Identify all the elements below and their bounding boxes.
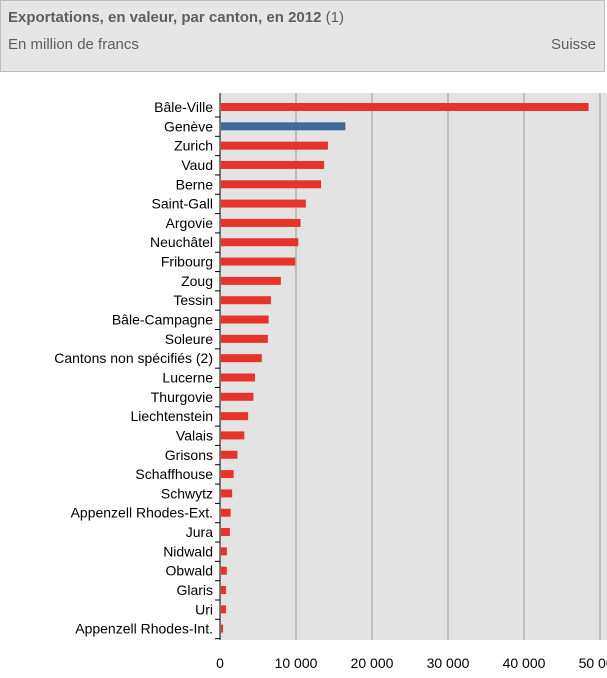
bar [221,180,322,189]
bars [221,103,589,633]
bar [221,103,589,111]
category-label: Schwytz [161,485,213,501]
plot-background [220,93,607,640]
bar [221,276,281,285]
plot-area [220,93,607,640]
category-label: Zurich [174,138,213,154]
bar [221,199,306,208]
category-label: Schaffhouse [135,466,213,482]
category-label: Nidwald [163,543,213,559]
x-tick-label: 30 000 [427,655,470,671]
bar [221,122,346,131]
x-tick-label: 10 000 [275,655,318,671]
category-label: Fribourg [161,254,213,270]
bar [221,605,227,614]
chart-subtitle: En million de francs [8,36,139,53]
bar [221,547,227,556]
bar [221,141,328,150]
bar [221,257,296,266]
chart-header: Exportations, en valeur, par canton, en … [0,0,605,72]
chart-title-main: Exportations, en valeur, par canton, en … [8,9,322,26]
gridlines [219,93,601,640]
category-label: Soleure [165,331,213,347]
category-label: Appenzell Rhodes-Ext. [71,505,213,521]
category-label: Thurgovie [151,389,213,405]
bar [221,160,325,169]
category-label: Uri [195,601,213,617]
x-tick-label: 40 000 [503,655,546,671]
category-label: Berne [176,176,214,192]
bar [221,586,227,594]
bar [221,392,254,401]
bar [221,238,299,247]
chart-title-note: (1) [325,9,344,26]
x-tick-label: 20 000 [351,655,394,671]
x-tick-label: 0 [216,655,224,671]
bar [221,566,227,575]
bar [221,489,233,498]
bar [221,431,245,440]
category-label: Genève [164,118,213,134]
bar [221,218,301,227]
bar [221,450,238,459]
category-label: Bâle-Campagne [112,312,213,328]
bar [221,315,269,324]
category-label: Valais [176,427,213,443]
category-label: Grisons [165,447,213,463]
category-label: Neuchâtel [150,234,213,250]
bar [221,508,231,517]
category-label: Cantons non spécifiés (2) [54,350,213,366]
chart-region: Suisse [550,36,596,53]
x-tick-label: 50 000 [579,655,607,671]
bar [221,334,268,343]
category-label: Saint-Gall [152,196,213,212]
category-label: Jura [186,524,213,540]
chart-title: Exportations, en valeur, par canton, en … [8,9,344,26]
category-label: Tessin [173,292,213,308]
bar [221,354,262,363]
bar [221,470,234,479]
bar [221,373,255,382]
bar [221,624,224,633]
category-label: Obwald [166,563,213,579]
category-label: Glaris [176,582,213,598]
x-tick-labels: 0 10 000 20 000 30 000 40 000 50 000 [216,655,607,671]
category-label: Zoug [181,273,213,289]
category-labels: Bâle-Ville Genève Zurich Vaud Berne Saint-Gal… [54,99,220,640]
category-label: Argovie [166,215,214,231]
category-label: Lucerne [162,369,213,385]
category-label: Bâle-Ville [154,99,213,115]
bar [221,528,230,537]
bar [221,412,249,421]
category-label: Vaud [181,157,213,173]
bar [221,296,271,305]
category-label: Appenzell Rhodes-Int. [75,621,213,637]
category-label: Liechtenstein [130,408,213,424]
